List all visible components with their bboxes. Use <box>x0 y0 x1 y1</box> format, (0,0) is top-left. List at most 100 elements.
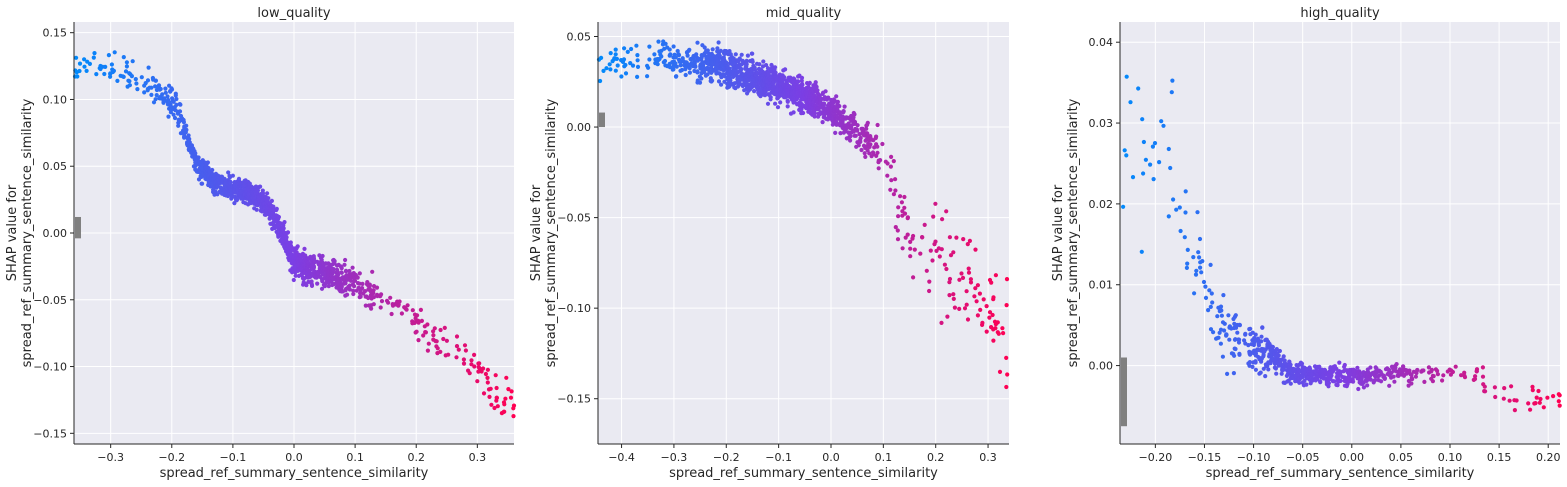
scatter-point <box>1431 374 1436 379</box>
x-tick-label: 0.3 <box>979 451 997 464</box>
scatter-point <box>416 338 421 343</box>
scatter-point <box>848 134 853 139</box>
scatter-point <box>124 60 129 65</box>
scatter-point <box>326 284 331 289</box>
scatter-point <box>834 94 839 99</box>
scatter-point <box>699 76 704 81</box>
scatter-point <box>205 160 210 165</box>
scatter-point <box>864 126 869 131</box>
scatter-point <box>230 173 235 178</box>
scatter-point <box>1351 379 1356 384</box>
scatter-point <box>978 307 983 312</box>
scatter-point <box>295 244 300 249</box>
scatter-point <box>647 44 652 49</box>
scatter-point <box>1435 372 1440 377</box>
nan-marker <box>75 216 81 239</box>
scatter-point <box>1233 337 1238 342</box>
scatter-point <box>1201 279 1207 285</box>
scatter-point <box>1509 384 1514 389</box>
scatter-point <box>414 329 419 334</box>
scatter-point <box>838 131 843 136</box>
scatter-point <box>1169 90 1174 95</box>
scatter-point <box>309 279 314 284</box>
scatter-point <box>1329 373 1334 378</box>
scatter-point <box>149 85 154 90</box>
scatter-point <box>1207 288 1212 293</box>
scatter-point <box>867 151 872 156</box>
scatter-point <box>176 123 181 128</box>
scatter-point <box>102 71 107 77</box>
scatter-point <box>1274 371 1279 376</box>
scatter-point <box>939 247 944 252</box>
nan-marker <box>1121 357 1127 427</box>
scatter-point <box>1256 343 1261 348</box>
scatter-point <box>939 320 944 325</box>
scatter-point <box>947 235 953 240</box>
scatter-point <box>1253 367 1258 372</box>
scatter-point <box>635 58 640 63</box>
scatter-point <box>1141 139 1146 145</box>
scatter-point <box>996 331 1001 336</box>
scatter-point <box>1143 157 1148 162</box>
scatter-point <box>1473 374 1478 379</box>
scatter-point <box>1534 395 1539 400</box>
scatter-point <box>193 151 198 156</box>
scatter-point <box>856 143 861 148</box>
scatter-point <box>1422 379 1427 384</box>
scatter-point <box>355 275 360 280</box>
scatter-point <box>444 338 449 343</box>
scatter-point <box>768 95 773 100</box>
scatter-point <box>1141 171 1146 176</box>
scatter-point <box>158 86 163 92</box>
scatter-point <box>842 104 847 109</box>
scatter-point <box>1177 205 1182 210</box>
scatter-point <box>1440 378 1445 383</box>
scatter-point <box>699 56 704 61</box>
scatter-point <box>739 67 744 72</box>
scatter-point <box>1338 369 1343 374</box>
scatter-point <box>1356 386 1361 392</box>
scatter-point <box>857 132 862 137</box>
scatter-point <box>991 295 996 300</box>
scatter-point <box>1130 175 1136 180</box>
scatter-point <box>1218 341 1223 346</box>
scatter-point <box>889 154 894 159</box>
scatter-point <box>121 55 126 60</box>
scatter-point <box>266 196 271 201</box>
scatter-point <box>891 159 896 164</box>
scatter-point <box>757 62 762 67</box>
scatter-point <box>405 303 410 308</box>
x-axis-label: spread_ref_summary_sentence_similarity <box>669 466 938 481</box>
scatter-point <box>895 237 901 242</box>
scatter-point <box>309 283 315 288</box>
scatter-point <box>920 235 925 240</box>
scatter-point <box>454 355 459 360</box>
subplot-2: −0.20 −0.15 −0.10 −0.05 0.00 0.05 0.10 0.15 0.20… <box>1051 6 1562 481</box>
scatter-point <box>933 239 938 244</box>
scatter-point <box>431 333 436 338</box>
scatter-point <box>745 53 751 58</box>
scatter-point <box>1318 380 1323 385</box>
scatter-point <box>495 404 500 409</box>
scatter-point <box>762 93 768 98</box>
scatter-point <box>623 71 629 76</box>
scatter-point <box>1386 367 1392 372</box>
scatter-point <box>92 51 97 56</box>
scatter-point <box>984 304 989 309</box>
scatter-point <box>74 55 79 60</box>
scatter-point <box>965 317 971 322</box>
scatter-point <box>927 279 932 284</box>
scatter-point <box>173 93 178 98</box>
scatter-point <box>975 283 981 288</box>
scatter-point <box>75 74 80 79</box>
scatter-point <box>613 47 618 52</box>
scatter-point <box>1253 332 1258 337</box>
scatter-point <box>1307 366 1313 371</box>
y-tick-label: 0.02 <box>1089 198 1114 211</box>
scatter-point <box>838 110 843 115</box>
scatter-point <box>169 87 175 92</box>
scatter-point <box>171 112 176 117</box>
scatter-point <box>282 220 287 225</box>
scatter-point <box>1121 204 1126 209</box>
scatter-point <box>271 204 276 209</box>
